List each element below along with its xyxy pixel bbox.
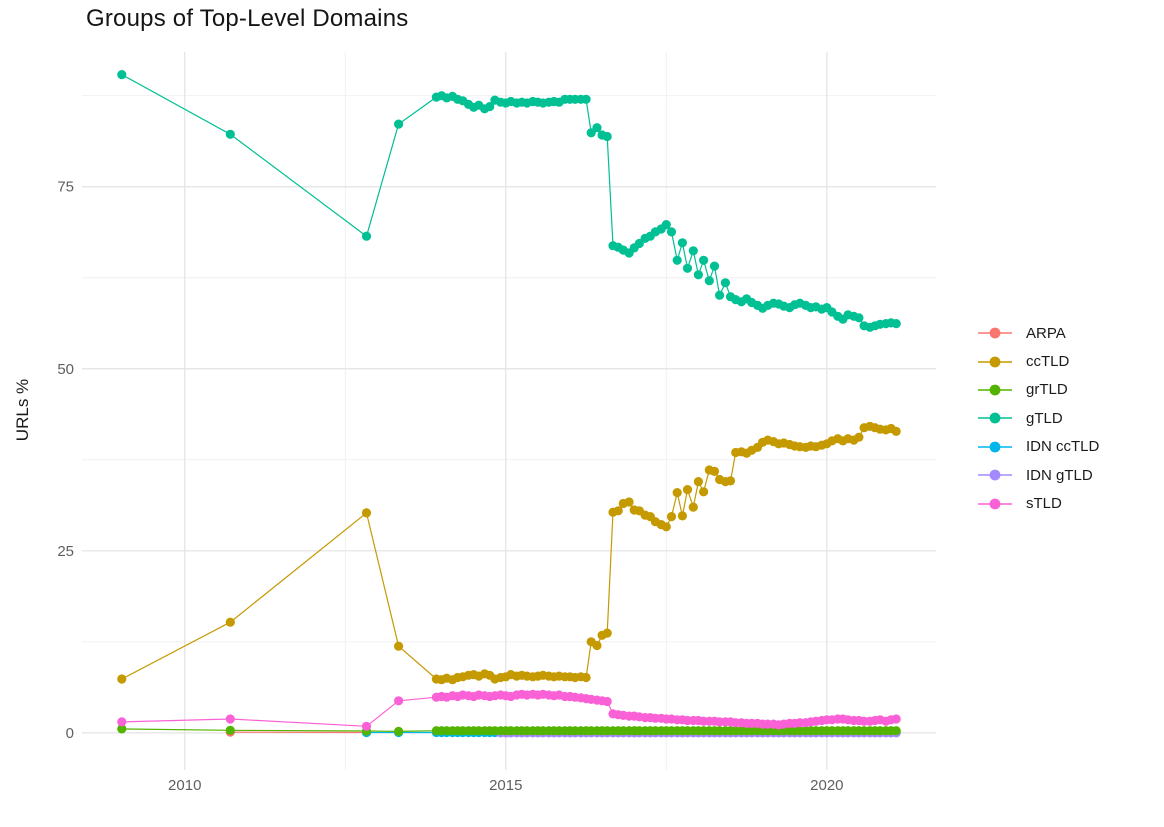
series-point-cctld — [581, 672, 591, 683]
series-point-cctld — [661, 522, 671, 532]
series-point-gtld — [117, 70, 127, 80]
series-point-stld — [361, 721, 372, 731]
series-point-gtld — [693, 270, 704, 280]
series-point-gtld — [688, 246, 698, 256]
series-point-stld — [394, 696, 404, 706]
x-tick-label: 2020 — [810, 777, 843, 794]
series-point-cctld — [688, 502, 698, 512]
series-point-cctld — [854, 432, 864, 442]
series-point-gtld — [891, 319, 901, 329]
series-point-stld — [891, 714, 901, 724]
series-point-stld — [117, 717, 127, 727]
series-point-grtld — [891, 726, 901, 736]
series-point-grtld — [225, 725, 235, 735]
legend-label-stld: sTLD — [1026, 495, 1062, 513]
series-point-gtld — [682, 263, 693, 273]
x-tick-label: 2015 — [489, 777, 522, 794]
series-point-gtld — [699, 255, 709, 265]
series-point-cctld — [613, 506, 623, 516]
legend-item-idn-gtld: IDN gTLD — [977, 461, 1099, 489]
legend-label-grtld: grTLD — [1026, 381, 1068, 399]
series-point-cctld — [225, 617, 235, 627]
series-point-cctld — [602, 628, 612, 638]
series-point-gtld — [715, 290, 725, 300]
legend-label-cctld: ccTLD — [1026, 353, 1070, 371]
series-point-gtld — [485, 102, 495, 112]
chart-title: Groups of Top-Level Domains — [86, 5, 409, 32]
legend-key-dot — [989, 412, 1001, 424]
legend-key-dot — [989, 441, 1001, 453]
legend-key-icon — [978, 327, 1012, 339]
legend-label-idn-gtld: IDN gTLD — [1026, 466, 1093, 484]
series-point-cctld — [891, 426, 901, 436]
legend-label-gtld: gTLD — [1026, 409, 1063, 427]
legend: ARPA ccTLD grTLD gTLD IDN ccTLD IDN gTLD sTLD — [977, 319, 1099, 518]
legend-item-grtld: grTLD — [977, 376, 1099, 404]
series-point-cctld — [666, 511, 677, 522]
series-point-gtld — [361, 231, 372, 241]
legend-key-icon — [978, 384, 1012, 396]
legend-item-arpa: ARPA — [977, 319, 1099, 347]
series-point-cctld — [624, 497, 634, 507]
series-line-gtld — [121, 74, 897, 328]
series-point-gtld — [854, 313, 864, 323]
series-point-gtld — [592, 123, 602, 133]
y-tick-label: 75 — [57, 179, 74, 196]
legend-key-dot — [989, 327, 1001, 339]
legend-label-idn-cctld: IDN ccTLD — [1026, 438, 1100, 456]
series-point-cctld — [592, 640, 602, 651]
series-point-gtld — [720, 278, 731, 288]
legend-key-icon — [978, 498, 1012, 509]
series-point-grtld — [394, 726, 404, 737]
series-point-cctld — [672, 488, 682, 498]
series-point-cctld — [677, 511, 688, 521]
legend-key-dot — [989, 469, 1001, 481]
legend-label-arpa: ARPA — [1026, 324, 1066, 342]
series-point-gtld — [225, 129, 235, 139]
series-point-gtld — [666, 227, 677, 237]
series-point-cctld — [693, 477, 704, 487]
y-tick-label: 0 — [66, 725, 74, 742]
series-point-gtld — [672, 255, 682, 265]
legend-key-dot — [989, 384, 1001, 396]
legend-key-icon — [978, 441, 1012, 453]
series-point-gtld — [394, 119, 404, 129]
y-tick-label: 50 — [57, 361, 74, 378]
series-point-cctld — [699, 487, 709, 497]
series-point-gtld — [704, 276, 714, 286]
legend-key-icon — [978, 469, 1012, 481]
legend-item-gtld: gTLD — [977, 404, 1099, 432]
legend-item-cctld: ccTLD — [977, 347, 1099, 375]
series-point-cctld — [682, 485, 693, 495]
legend-key-icon — [978, 356, 1012, 367]
legend-item-stld: sTLD — [977, 489, 1099, 517]
series-point-grtld — [117, 724, 127, 734]
legend-key-dot — [989, 356, 1001, 367]
legend-item-idn-cctld: IDN ccTLD — [977, 433, 1099, 461]
legend-key-dot — [989, 498, 1001, 509]
series-point-cctld — [725, 476, 736, 486]
series-point-cctld — [709, 466, 720, 476]
series-point-stld — [225, 714, 235, 724]
series-point-gtld — [602, 131, 612, 142]
series-point-cctld — [394, 641, 404, 651]
y-axis-title: URLs % — [13, 378, 32, 442]
series-point-gtld — [581, 94, 591, 104]
series-point-gtld — [709, 261, 720, 271]
series-point-gtld — [661, 220, 671, 230]
x-tick-label: 2010 — [168, 777, 201, 794]
y-tick-label: 25 — [57, 543, 74, 560]
legend-key-icon — [978, 412, 1012, 424]
series-point-stld — [602, 696, 612, 707]
series-point-cctld — [361, 508, 372, 518]
series-point-cctld — [117, 674, 127, 684]
series-point-gtld — [677, 238, 688, 248]
